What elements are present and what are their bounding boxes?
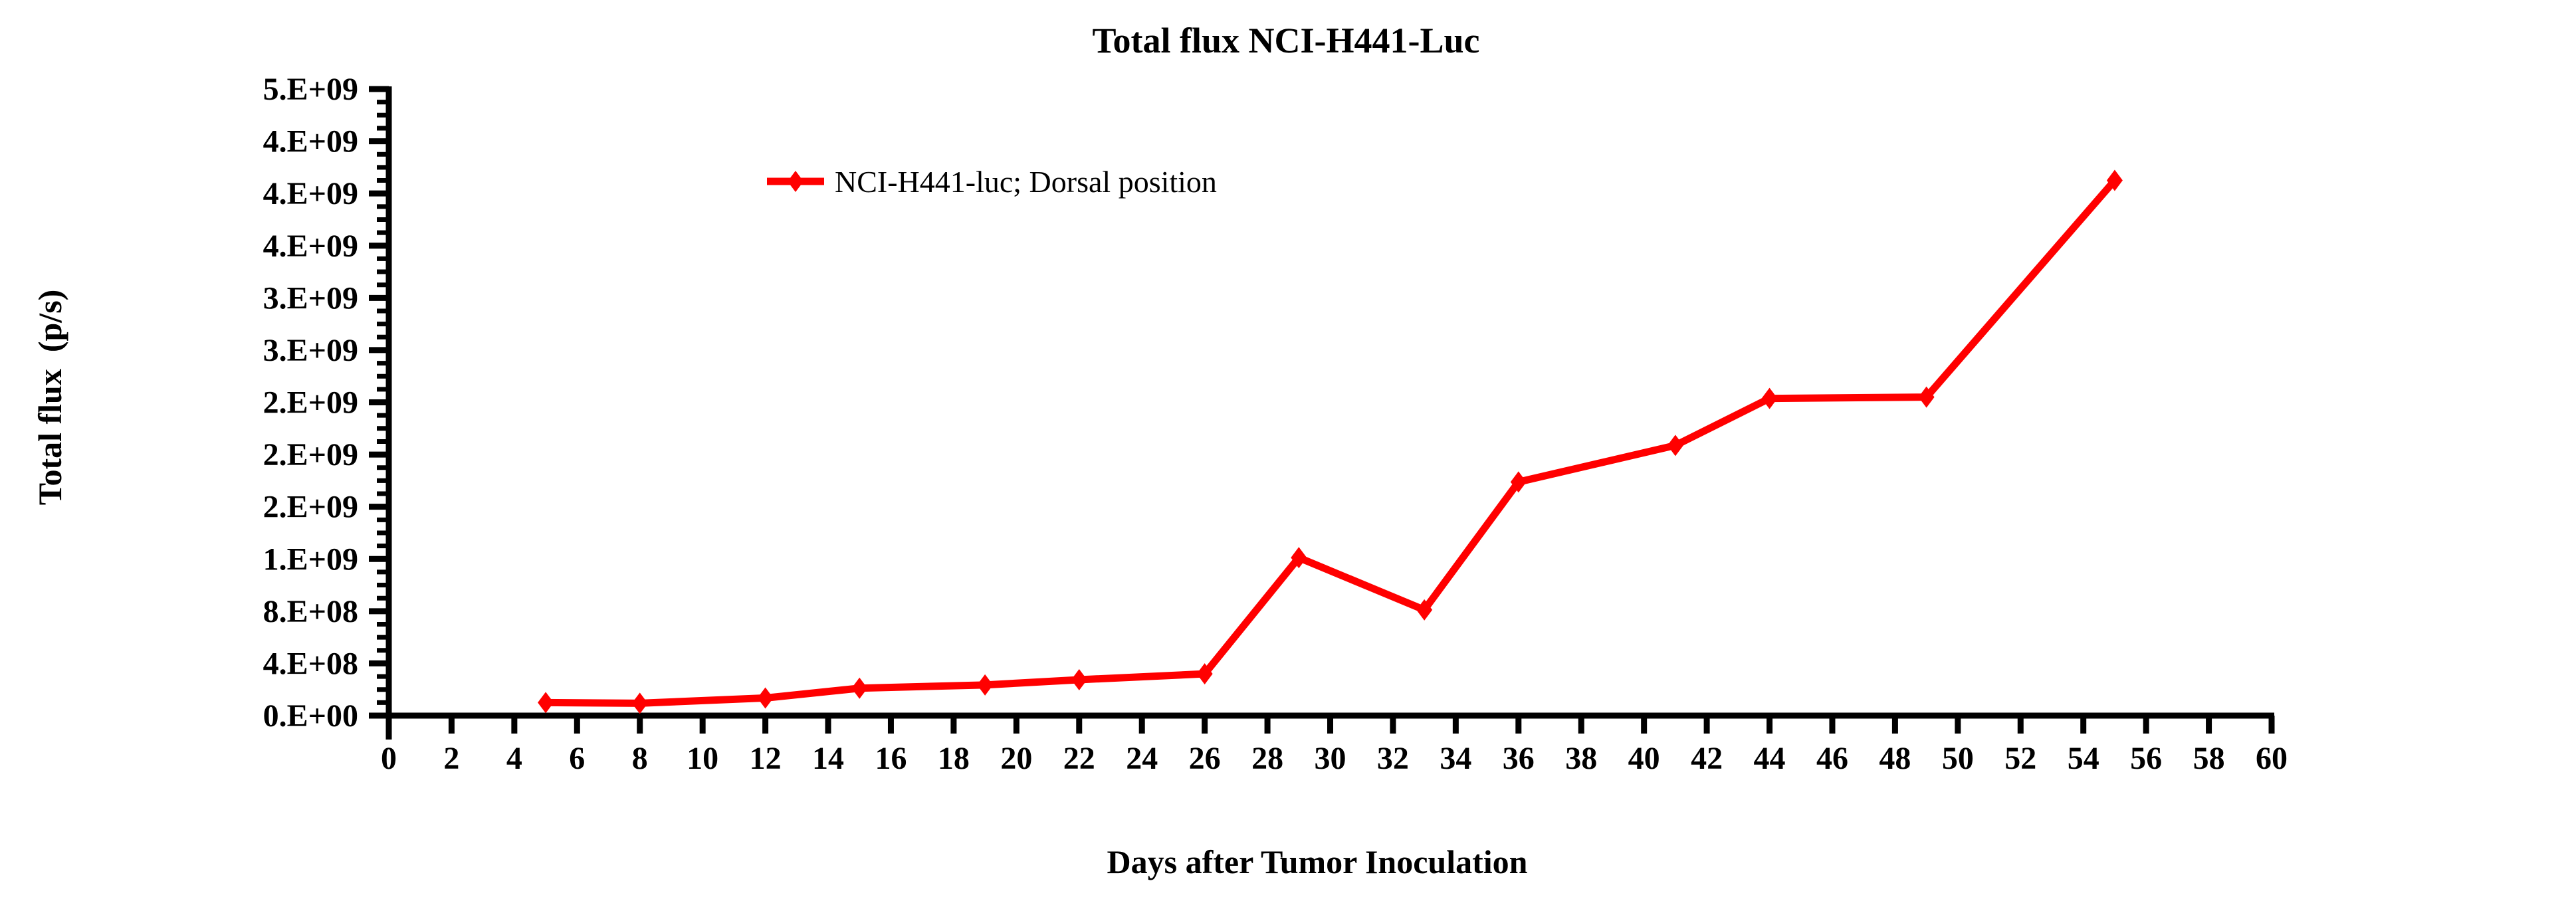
x-tick-label: 28: [1251, 741, 1283, 776]
x-tick-label: 0: [381, 741, 397, 776]
x-tick-label: 46: [1816, 741, 1848, 776]
x-tick-label: 14: [812, 741, 844, 776]
x-tick-label: 8: [632, 741, 648, 776]
chart-title: Total flux NCI-H441-Luc: [1092, 21, 1480, 60]
x-axis-title: Days after Tumor Inoculation: [1107, 843, 1528, 880]
legend-label: NCI-H441-luc; Dorsal position: [835, 164, 1217, 199]
x-tick-label: 2: [443, 741, 459, 776]
legend-series-marker-icon: [767, 171, 824, 192]
x-tick-label: 36: [1503, 741, 1535, 776]
x-tick-label: 10: [687, 741, 718, 776]
data-point-marker: [977, 674, 994, 696]
x-tick-label: 50: [1942, 741, 1974, 776]
x-tick-label: 48: [1879, 741, 1911, 776]
data-point-marker: [1416, 599, 1433, 621]
x-tick-label: 12: [750, 741, 782, 776]
data-point-marker: [1196, 663, 1213, 685]
y-tick-label: 1.E+09: [263, 542, 358, 577]
data-point-marker: [538, 692, 554, 714]
x-tick-label: 52: [2004, 741, 2036, 776]
y-tick-label: 2.E+09: [263, 490, 358, 525]
series-line: [546, 177, 2118, 707]
x-tick-label: 16: [875, 741, 907, 776]
x-tick-label: 20: [1000, 741, 1032, 776]
x-tick-label: 54: [2068, 741, 2099, 776]
x-tick-label: 18: [938, 741, 970, 776]
x-tick-label: 6: [569, 741, 585, 776]
y-axis-title: Total flux (p/s): [31, 289, 68, 506]
x-tick-label: 4: [506, 741, 522, 776]
y-tick-label: 2.E+09: [263, 385, 358, 421]
x-tick-label: 24: [1126, 741, 1158, 776]
data-point-marker: [1071, 668, 1087, 690]
legend: NCI-H441-luc; Dorsal position: [766, 163, 1217, 200]
x-tick-label: 56: [2130, 741, 2162, 776]
x-tick-label: 40: [1628, 741, 1660, 776]
x-tick-label: 32: [1377, 741, 1409, 776]
y-tick-label: 4.E+09: [263, 229, 358, 264]
x-tick-label: 22: [1063, 741, 1095, 776]
y-tick-label: 3.E+09: [263, 333, 358, 368]
x-tick-label: 34: [1440, 741, 1471, 776]
y-tick-label: 4.E+08: [263, 646, 358, 681]
y-tick-label: 3.E+09: [263, 280, 358, 316]
x-tick-label: 44: [1754, 741, 1786, 776]
data-point-marker: [757, 687, 774, 709]
y-tick-label: 8.E+08: [263, 594, 358, 629]
data-point-marker: [1667, 435, 1683, 456]
data-point-marker: [1291, 547, 1307, 569]
x-tick-label: 26: [1189, 741, 1221, 776]
y-tick-label: 4.E+09: [263, 176, 358, 211]
y-tick-label: 2.E+09: [263, 437, 358, 472]
y-tick-label: 0.E+00: [263, 698, 358, 734]
x-tick-label: 60: [2256, 741, 2288, 776]
x-tick-label: 38: [1565, 741, 1597, 776]
y-tick-label: 4.E+09: [263, 124, 358, 159]
data-point-marker: [2106, 169, 2123, 191]
data-point-marker: [851, 677, 868, 699]
y-tick-label: 5.E+09: [263, 72, 358, 107]
data-point-marker: [1510, 471, 1527, 493]
data-point-marker: [1761, 387, 1778, 409]
data-point-marker: [1918, 386, 1935, 408]
data-point-marker: [631, 692, 648, 714]
x-tick-label: 58: [2193, 741, 2225, 776]
x-tick-label: 30: [1315, 741, 1346, 776]
x-tick-label: 42: [1691, 741, 1723, 776]
